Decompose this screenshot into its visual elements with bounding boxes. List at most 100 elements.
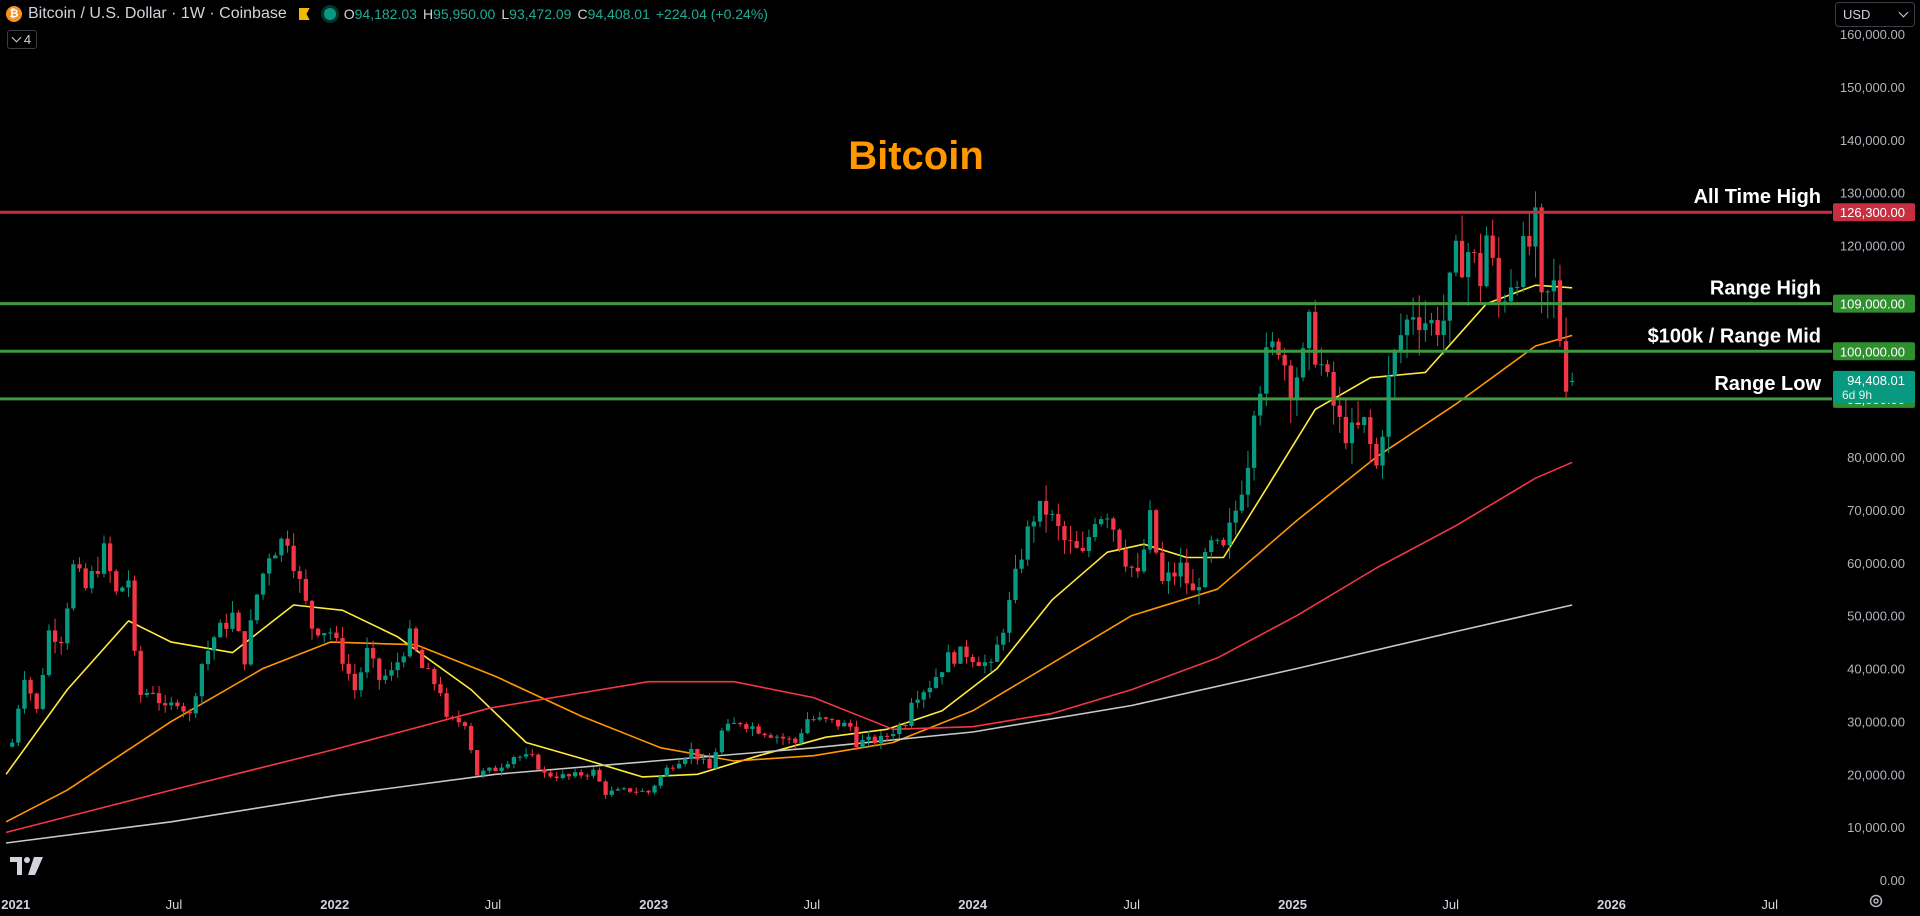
candle-down bbox=[309, 600, 315, 629]
symbol-title[interactable]: Bitcoin / U.S. Dollar · 1W · Coinbase bbox=[28, 5, 287, 22]
candle-up bbox=[640, 790, 645, 792]
y-tick-label: 130,000.00 bbox=[1840, 186, 1905, 201]
candle-up bbox=[1001, 632, 1006, 645]
x-tick-label: Jul bbox=[166, 897, 183, 912]
candle-down bbox=[787, 738, 792, 740]
candle-down bbox=[340, 638, 345, 664]
candle-down bbox=[1435, 320, 1440, 335]
x-tick-label: Jul bbox=[1123, 897, 1140, 912]
candle-up bbox=[891, 734, 896, 737]
currency-select[interactable]: USD bbox=[1835, 2, 1915, 27]
candle-up bbox=[499, 767, 504, 772]
level-price-badge bbox=[1833, 294, 1915, 313]
candle-down bbox=[603, 781, 608, 795]
candle-up bbox=[591, 769, 596, 776]
y-tick-label: 40,000.00 bbox=[1847, 662, 1905, 677]
candle-up bbox=[1447, 272, 1452, 321]
candle-down bbox=[1331, 371, 1336, 406]
candle-countdown: 6d 9h bbox=[1842, 388, 1872, 402]
level-price-label: 109,000.00 bbox=[1840, 297, 1905, 312]
indicators-toggle-button[interactable]: 4 bbox=[7, 30, 37, 49]
ema-100-line bbox=[5, 461, 1573, 834]
candle-down bbox=[780, 736, 786, 739]
candle-up bbox=[897, 725, 902, 735]
candle-up bbox=[805, 719, 810, 734]
candle-down bbox=[829, 718, 835, 720]
candle-up bbox=[988, 661, 994, 663]
candle-down bbox=[1043, 500, 1049, 515]
candle-down bbox=[1368, 417, 1373, 445]
tradingview-logo-icon[interactable] bbox=[10, 856, 44, 876]
flag-icon[interactable] bbox=[298, 8, 310, 20]
candle-down bbox=[1123, 549, 1128, 567]
y-tick-label: 60,000.00 bbox=[1847, 556, 1905, 571]
candle-down bbox=[297, 571, 302, 579]
candle-down bbox=[156, 693, 162, 704]
candle-up bbox=[230, 612, 235, 629]
level-label: Range High bbox=[1710, 278, 1821, 300]
candle-down bbox=[352, 673, 357, 691]
candle-up bbox=[273, 555, 278, 559]
candle-down bbox=[1288, 365, 1293, 401]
candle-up bbox=[1410, 317, 1416, 320]
candle-up bbox=[1306, 311, 1312, 349]
candle-down bbox=[903, 725, 908, 727]
candle-up bbox=[1209, 540, 1214, 553]
candle-down bbox=[236, 612, 241, 632]
candle-up bbox=[1508, 287, 1514, 302]
candle-down bbox=[872, 736, 877, 744]
candle-down bbox=[1417, 317, 1422, 331]
candle-down bbox=[1539, 207, 1544, 293]
y-tick-label: 70,000.00 bbox=[1847, 503, 1905, 518]
candle-up bbox=[199, 664, 205, 697]
candle-up bbox=[1105, 518, 1110, 520]
candle-up bbox=[725, 723, 731, 731]
x-tick-year-label: 2026 bbox=[1597, 897, 1626, 912]
candle-down bbox=[756, 726, 761, 734]
candle-down bbox=[493, 767, 498, 772]
candle-down bbox=[1135, 567, 1140, 572]
candle-up bbox=[523, 754, 529, 757]
candle-up bbox=[101, 543, 107, 574]
candle-down bbox=[964, 646, 969, 657]
x-tick-year-label: 2024 bbox=[958, 897, 988, 912]
candle-up bbox=[279, 538, 284, 556]
candle-down bbox=[762, 733, 767, 736]
candle-up bbox=[358, 672, 364, 691]
candle-up bbox=[401, 656, 406, 663]
candle-up bbox=[933, 677, 939, 688]
candle-down bbox=[1490, 235, 1495, 258]
candle-down bbox=[579, 772, 584, 776]
candle-down bbox=[835, 719, 841, 727]
candle-down bbox=[536, 754, 541, 770]
y-tick-label: 80,000.00 bbox=[1847, 450, 1905, 465]
candle-up bbox=[1349, 422, 1355, 444]
candle-down bbox=[854, 726, 859, 748]
candle-up bbox=[1031, 521, 1036, 527]
candle-up bbox=[1441, 320, 1446, 335]
candle-down bbox=[1129, 566, 1134, 568]
candle-down bbox=[1459, 240, 1465, 278]
open-readout: O94,182.03 bbox=[343, 6, 417, 22]
candle-down bbox=[744, 724, 749, 729]
current-price-badge bbox=[1833, 370, 1915, 403]
candles-group bbox=[10, 191, 1575, 799]
candle-up bbox=[1092, 524, 1098, 538]
candle-up bbox=[1037, 500, 1043, 522]
candle-down bbox=[1337, 405, 1342, 417]
candle-up bbox=[878, 735, 884, 744]
candle-up bbox=[1239, 494, 1244, 511]
candle-up bbox=[731, 722, 737, 724]
candle-down bbox=[1563, 341, 1569, 392]
candle-up bbox=[248, 620, 253, 665]
gear-icon[interactable] bbox=[1868, 893, 1884, 909]
candle-up bbox=[560, 774, 565, 779]
candle-up bbox=[211, 637, 217, 651]
candle-up bbox=[842, 722, 847, 727]
chevron-down-icon bbox=[11, 32, 22, 43]
candle-up bbox=[658, 776, 663, 786]
candle-down bbox=[1160, 552, 1165, 582]
candle-down bbox=[1325, 364, 1330, 372]
